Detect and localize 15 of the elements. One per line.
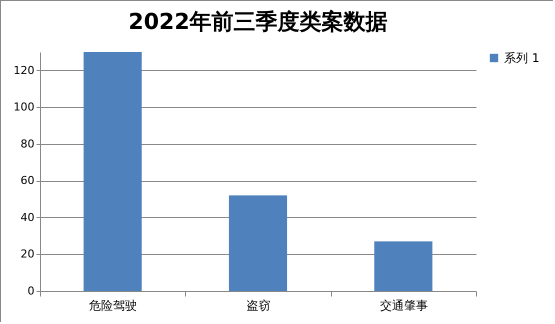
chart-title: 2022年前三季度类案数据 <box>128 9 388 35</box>
x-tick-label: 盗窃 <box>246 298 270 312</box>
y-tick-label: 120 <box>14 64 34 77</box>
y-tick-label: 0 <box>28 284 34 298</box>
legend-label: 系列 1 <box>504 51 540 65</box>
y-tick-label: 80 <box>20 137 34 150</box>
bar <box>374 241 432 291</box>
x-tick-label: 交通肇事 <box>380 298 428 312</box>
y-tick-label: 60 <box>20 174 34 188</box>
y-tick-label: 40 <box>20 210 34 224</box>
bar <box>228 195 288 291</box>
x-tick-label: 危险驾驶 <box>89 298 138 312</box>
y-tick-label: 100 <box>14 100 34 114</box>
y-tick-label: 20 <box>20 248 34 261</box>
bar <box>84 52 142 291</box>
